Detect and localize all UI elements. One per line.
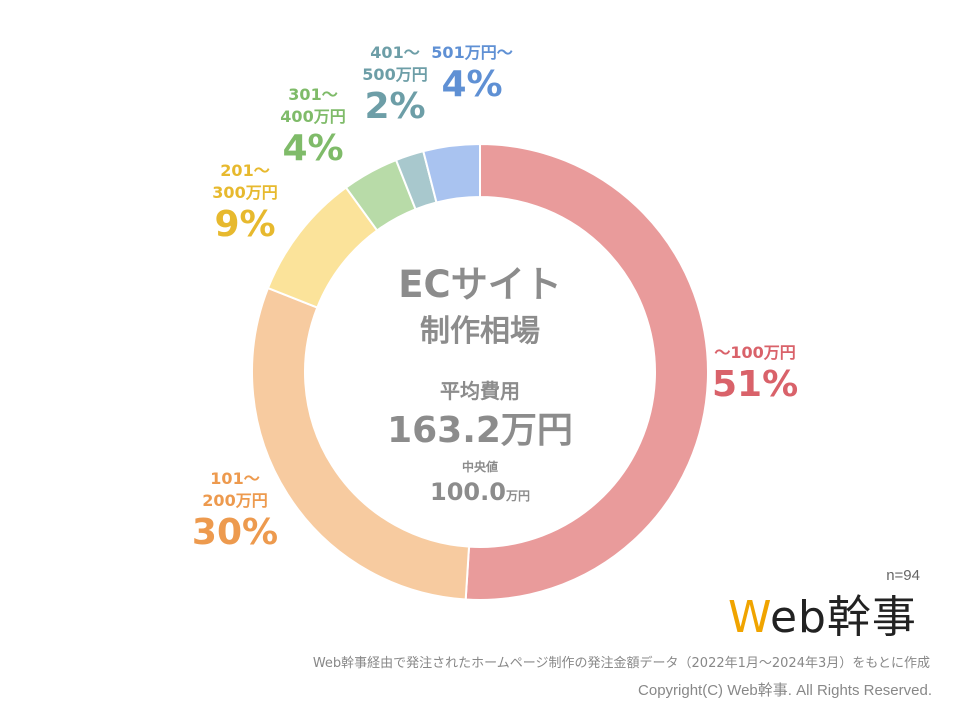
chart-title-line1: ECサイト xyxy=(398,263,562,306)
slice-label-101-200-name-line1: 101〜 xyxy=(210,469,260,488)
slice-label-over-501-name: 501万円〜 xyxy=(431,43,513,62)
logo-w-letter: W xyxy=(728,592,770,643)
donut-slice-under-100 xyxy=(464,142,709,601)
slice-label-201-300-name-line2: 300万円 xyxy=(212,183,278,202)
slice-label-101-200-name-line2: 200万円 xyxy=(202,491,268,510)
sample-size: n=94 xyxy=(886,567,920,584)
slice-label-401-500-name-line1: 401〜 xyxy=(370,43,420,62)
slice-label-301-400-pct: 4% xyxy=(282,128,344,169)
slice-label-401-500-pct: 2% xyxy=(364,86,426,127)
slice-label-301-400: 301〜 400万円 4% xyxy=(268,84,358,170)
web-kanji-logo: Web幹事 xyxy=(728,590,928,646)
slice-label-301-400-name-line2: 400万円 xyxy=(280,107,346,126)
median-value: 100.0万円 xyxy=(330,476,630,512)
slice-label-101-200-pct: 30% xyxy=(191,512,279,553)
source-note: Web幹事経由で発注されたホームページ制作の発注金額データ（2022年1月〜20… xyxy=(312,656,930,671)
slice-label-401-500: 401〜 500万円 2% xyxy=(350,42,440,128)
slice-label-401-500-name-line2: 500万円 xyxy=(362,65,428,84)
donut-slice-over-501 xyxy=(422,142,481,204)
slice-label-201-300: 201〜 300万円 9% xyxy=(200,160,290,246)
copyright: Copyright(C) Web幹事. All Rights Reserved. xyxy=(638,682,932,699)
logo-rest: eb幹事 xyxy=(769,592,917,643)
slice-label-under-100-name: 〜100万円 xyxy=(714,343,796,362)
slice-label-201-300-pct: 9% xyxy=(214,204,276,245)
slice-label-101-200: 101〜 200万円 30% xyxy=(190,468,280,554)
average-label: 平均費用 xyxy=(440,379,520,403)
median-number: 100.0 xyxy=(430,478,506,506)
slice-label-201-300-name-line1: 201〜 xyxy=(220,161,270,180)
chart-title-line2: 制作相場 xyxy=(420,314,540,349)
median-label: 中央値 xyxy=(461,460,498,474)
slice-label-over-501: 501万円〜 4% xyxy=(420,42,524,106)
slice-label-under-100-pct: 51% xyxy=(712,364,799,405)
average-value: 163.2万円 xyxy=(387,410,573,451)
slice-label-under-100: 〜100万円 51% xyxy=(712,342,798,406)
median-unit: 万円 xyxy=(505,489,530,503)
donut-slice-101-200 xyxy=(251,286,471,601)
slice-label-over-501-pct: 4% xyxy=(441,64,503,105)
slice-label-301-400-name-line1: 301〜 xyxy=(288,85,338,104)
